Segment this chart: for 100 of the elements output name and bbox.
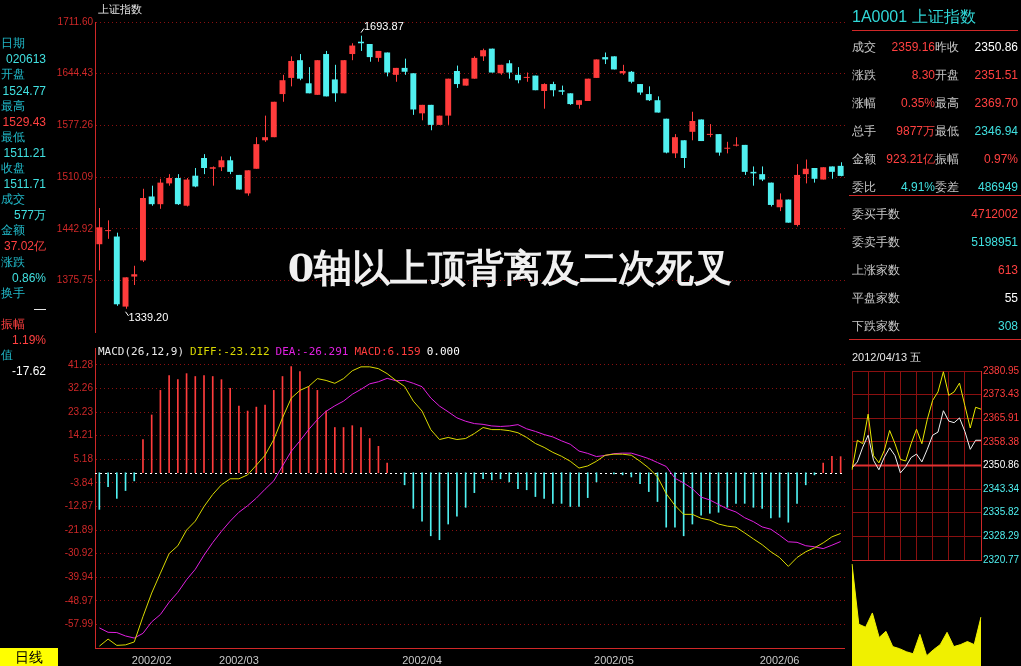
x-tick-label: 2002/05	[594, 653, 634, 666]
text: 换手	[1, 284, 26, 302]
text: 2351.51	[973, 68, 1018, 82]
y-tick-label: 2335.82	[983, 506, 1020, 518]
candlestick	[192, 167, 199, 188]
text: 1511.71	[2, 177, 46, 192]
y-tick-label: -48.97	[64, 594, 94, 606]
chart-title: 上证指数	[98, 3, 142, 15]
candlestick	[706, 123, 713, 138]
text: 上涨家数	[852, 261, 901, 279]
text: 4712002	[970, 207, 1018, 221]
candlestick	[96, 207, 103, 271]
text: 2359.16	[890, 40, 935, 54]
text: 0.35%	[899, 96, 935, 110]
text: 1.19%	[10, 333, 46, 348]
annotation: 1693.87	[363, 19, 404, 32]
text: 308	[996, 319, 1018, 333]
x-tick-label: 2002/03	[219, 653, 259, 666]
text: MACD:6.159	[354, 345, 421, 358]
candlestick	[689, 111, 696, 141]
text: 金额	[1, 222, 26, 240]
text: 5198951	[970, 235, 1018, 249]
text: 577万	[12, 206, 46, 224]
text: —	[33, 301, 46, 316]
text: 最低	[1, 128, 26, 146]
text: 平盘家数	[852, 289, 901, 307]
text: 1524.77	[1, 83, 46, 98]
candlestick	[244, 169, 251, 197]
y-tick-label: 23.23	[67, 405, 94, 417]
text: 委卖手数	[852, 233, 901, 251]
y-tick-label: 2328.29	[983, 530, 1020, 542]
y-tick-label: 2380.95	[983, 364, 1020, 376]
chart-title: 2012/04/13 五	[852, 351, 922, 363]
candlestick	[384, 51, 391, 77]
text: 1A0001 上证指数	[852, 4, 1018, 31]
y-tick-label: 2373.43	[983, 388, 1020, 400]
text: 收盘	[1, 160, 26, 178]
text: 委买手数	[852, 205, 901, 223]
candlestick	[131, 265, 138, 286]
text: 涨幅	[852, 94, 877, 112]
text: 37.02亿	[2, 238, 46, 255]
candlestick	[209, 165, 216, 187]
y-tick-label: 1577.26	[56, 119, 94, 131]
candlestick	[671, 133, 678, 159]
text: 日期	[1, 35, 26, 53]
y-tick-label: 2365.91	[983, 411, 1020, 423]
y-tick-label: 1711.60	[57, 15, 94, 27]
candlestick	[105, 219, 112, 240]
y-tick-label: -30.92	[64, 547, 94, 559]
annotation: 0轴以上顶背离及二次死叉	[286, 244, 734, 292]
y-tick-label: 1644.43	[56, 67, 94, 79]
text: DIFF:-23.212	[190, 345, 270, 358]
text: 日线	[0, 648, 58, 666]
text: 020613	[4, 52, 46, 67]
text: 0.97%	[982, 152, 1018, 166]
text: 55	[1003, 291, 1018, 305]
candlestick	[262, 115, 269, 143]
text: 涨跌	[852, 66, 877, 84]
y-tick-label: 14.21	[67, 429, 94, 441]
candlestick	[506, 59, 513, 80]
ref-line-label: 0.000	[426, 345, 460, 358]
candlestick	[471, 55, 478, 80]
chart-title: MACD(26,12,9)	[98, 345, 185, 358]
candlestick	[288, 55, 295, 87]
text: 486949	[976, 180, 1018, 194]
x-tick-label: 2002/02	[131, 653, 172, 666]
candlestick	[427, 104, 434, 131]
y-tick-label: 2343.34	[983, 482, 1020, 494]
candlestick	[680, 139, 687, 169]
candlestick	[593, 58, 600, 79]
candlestick	[296, 53, 303, 81]
text: 最高	[1, 97, 26, 115]
text: 成交	[852, 38, 877, 56]
candlestick	[157, 178, 164, 210]
text: 委比	[852, 178, 877, 196]
y-tick-label: 2358.38	[983, 435, 1020, 447]
text: 2346.94	[973, 124, 1018, 138]
y-tick-label: 2350.86	[983, 459, 1020, 471]
candlestick	[201, 153, 207, 175]
text: 振幅	[1, 316, 26, 333]
text: 1511.21	[2, 145, 46, 160]
y-tick-label: 41.28	[67, 358, 94, 370]
text: 最高	[935, 94, 960, 112]
x-tick-label: 2002/06	[759, 653, 800, 666]
text: 金额	[852, 150, 877, 168]
annotation: 1339.20	[128, 310, 169, 323]
y-tick-label: -3.84	[70, 476, 94, 488]
text: 昨收	[935, 38, 960, 56]
text: 0.86%	[10, 270, 46, 285]
text: 开盘	[935, 66, 960, 84]
candlestick	[331, 64, 338, 103]
y-tick-label: 1375.75	[56, 274, 94, 286]
text: 下跌家数	[852, 317, 901, 335]
text: 最低	[935, 122, 960, 140]
candlestick	[305, 66, 312, 94]
text: 923.21亿	[885, 150, 935, 168]
y-tick-label: -12.87	[64, 500, 94, 512]
text: 委差	[935, 178, 960, 196]
text: 总手	[852, 122, 877, 140]
text: 成交	[1, 191, 26, 209]
